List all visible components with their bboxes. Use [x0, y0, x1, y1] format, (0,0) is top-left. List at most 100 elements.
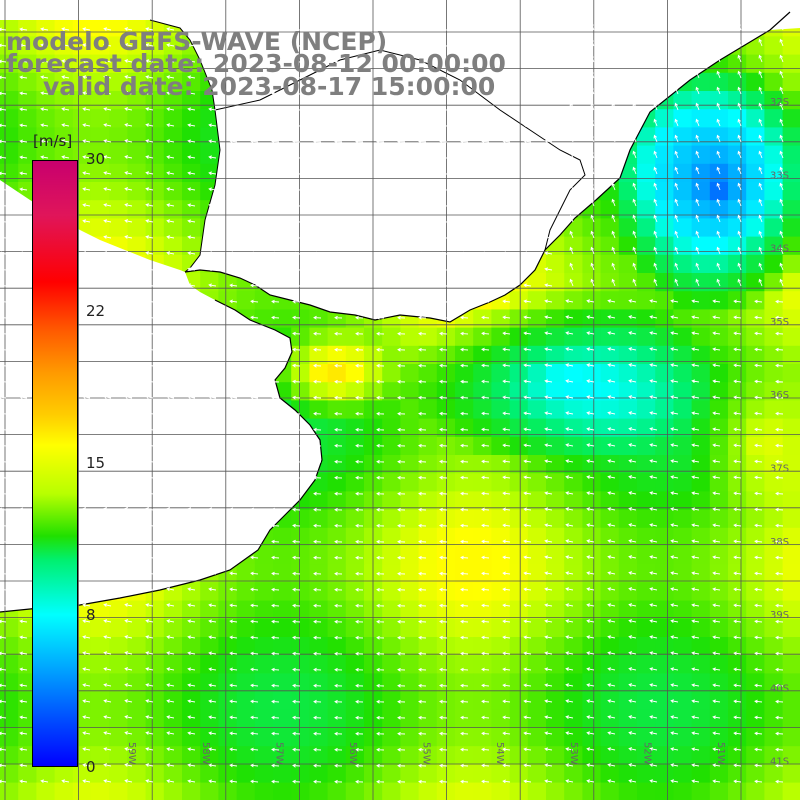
wind-speed-cell	[709, 473, 729, 492]
wind-speed-cell	[200, 764, 219, 784]
wind-arrow	[691, 747, 700, 752]
wind-arrow	[19, 459, 28, 464]
wind-arrow	[691, 299, 700, 304]
wind-arrow	[19, 555, 28, 560]
wind-speed-cell	[746, 618, 765, 638]
wind-speed-cell	[582, 364, 602, 383]
wind-speed-cell	[746, 418, 765, 438]
wind-arrow	[733, 347, 742, 352]
wind-speed-cell	[236, 600, 256, 620]
wind-arrow	[775, 523, 784, 528]
wind-arrow	[628, 475, 637, 479]
wind-speed-cell	[728, 91, 747, 110]
wind-arrow	[82, 123, 91, 127]
wind-speed-cell	[91, 728, 110, 747]
wind-speed-cell	[273, 673, 292, 693]
wind-speed-cell	[273, 582, 292, 602]
wind-arrow	[103, 443, 112, 447]
wind-arrow	[166, 667, 175, 672]
wind-speed-cell	[436, 618, 456, 638]
wind-speed-cell	[728, 145, 747, 165]
wind-arrow	[187, 155, 196, 160]
wind-speed-cell	[509, 527, 529, 547]
wind-arrow	[334, 411, 343, 416]
wind-arrow	[187, 283, 196, 288]
wind-arrow	[502, 635, 511, 640]
wind-speed-cell	[218, 728, 238, 747]
wind-speed-cell	[618, 436, 638, 456]
wind-arrow	[0, 235, 7, 240]
wind-arrow	[775, 363, 784, 368]
wind-speed-cell	[582, 400, 602, 420]
wind-arrow	[313, 539, 322, 544]
wind-speed-cell	[746, 637, 765, 656]
wind-speed-cell	[655, 527, 674, 547]
wind-arrow	[0, 619, 7, 624]
wind-arrow	[607, 699, 616, 703]
wind-speed-cell	[473, 400, 492, 420]
wind-arrow	[733, 571, 742, 576]
wind-arrow	[502, 155, 511, 160]
wind-speed-cell	[345, 436, 365, 456]
wind-arrow	[397, 443, 406, 448]
colorbar-tick: 22	[86, 302, 106, 320]
wind-speed-cell	[691, 564, 711, 583]
wind-speed-cell	[309, 673, 329, 693]
wind-arrow	[187, 139, 196, 144]
wind-arrow	[586, 347, 595, 351]
wind-speed-cell	[309, 509, 329, 529]
wind-arrow	[313, 27, 322, 32]
wind-speed-cell	[236, 764, 256, 784]
wind-arrow	[19, 699, 28, 704]
wind-arrow	[544, 299, 553, 304]
wind-arrow	[523, 315, 532, 320]
wind-arrow	[376, 379, 385, 384]
wind-arrow	[502, 491, 511, 496]
wind-speed-cell	[618, 509, 638, 529]
wind-arrow	[544, 395, 553, 400]
wind-arrow	[0, 75, 7, 80]
wind-arrow	[754, 523, 763, 528]
wind-arrow	[397, 715, 406, 720]
wind-arrow	[292, 555, 301, 560]
wind-arrow	[481, 395, 490, 400]
wind-arrow	[460, 427, 469, 432]
wind-speed-cell	[655, 455, 674, 474]
wind-speed-cell	[600, 345, 620, 365]
wind-arrow	[397, 747, 406, 752]
wind-arrow	[544, 763, 553, 768]
wind-arrow	[481, 651, 490, 656]
latitude-label: 32S	[770, 97, 789, 108]
wind-speed-cell	[291, 309, 310, 329]
wind-arrow	[544, 155, 553, 160]
wind-speed-cell	[491, 637, 511, 656]
wind-speed-cell	[400, 673, 420, 693]
wind-speed-cell	[273, 746, 292, 765]
wind-arrow	[418, 347, 427, 352]
wind-speed-cell	[109, 182, 128, 201]
wind-arrow	[208, 763, 217, 768]
wind-arrow	[250, 59, 259, 64]
wind-speed-cell	[618, 582, 638, 602]
wind-arrow	[103, 635, 112, 639]
wind-arrow	[145, 683, 154, 687]
wind-speed-cell	[309, 400, 329, 420]
wind-speed-cell	[527, 473, 547, 492]
wind-arrow	[0, 59, 7, 64]
wind-arrow	[376, 427, 385, 432]
wind-arrow	[334, 347, 343, 352]
wind-arrow	[695, 246, 700, 255]
wind-arrow	[733, 443, 742, 448]
wind-arrow	[418, 267, 427, 272]
wind-arrow	[691, 539, 700, 544]
wind-speed-cell	[72, 127, 92, 147]
wind-speed-cell	[109, 145, 128, 165]
wind-speed-cell	[473, 491, 492, 511]
wind-speed-cell	[655, 364, 674, 383]
wind-speed-cell	[400, 582, 420, 602]
wind-arrow	[292, 571, 301, 576]
wind-speed-cell	[291, 618, 310, 638]
wind-arrow	[271, 459, 280, 464]
wind-speed-cell	[564, 491, 583, 511]
wind-arrow	[313, 363, 322, 368]
